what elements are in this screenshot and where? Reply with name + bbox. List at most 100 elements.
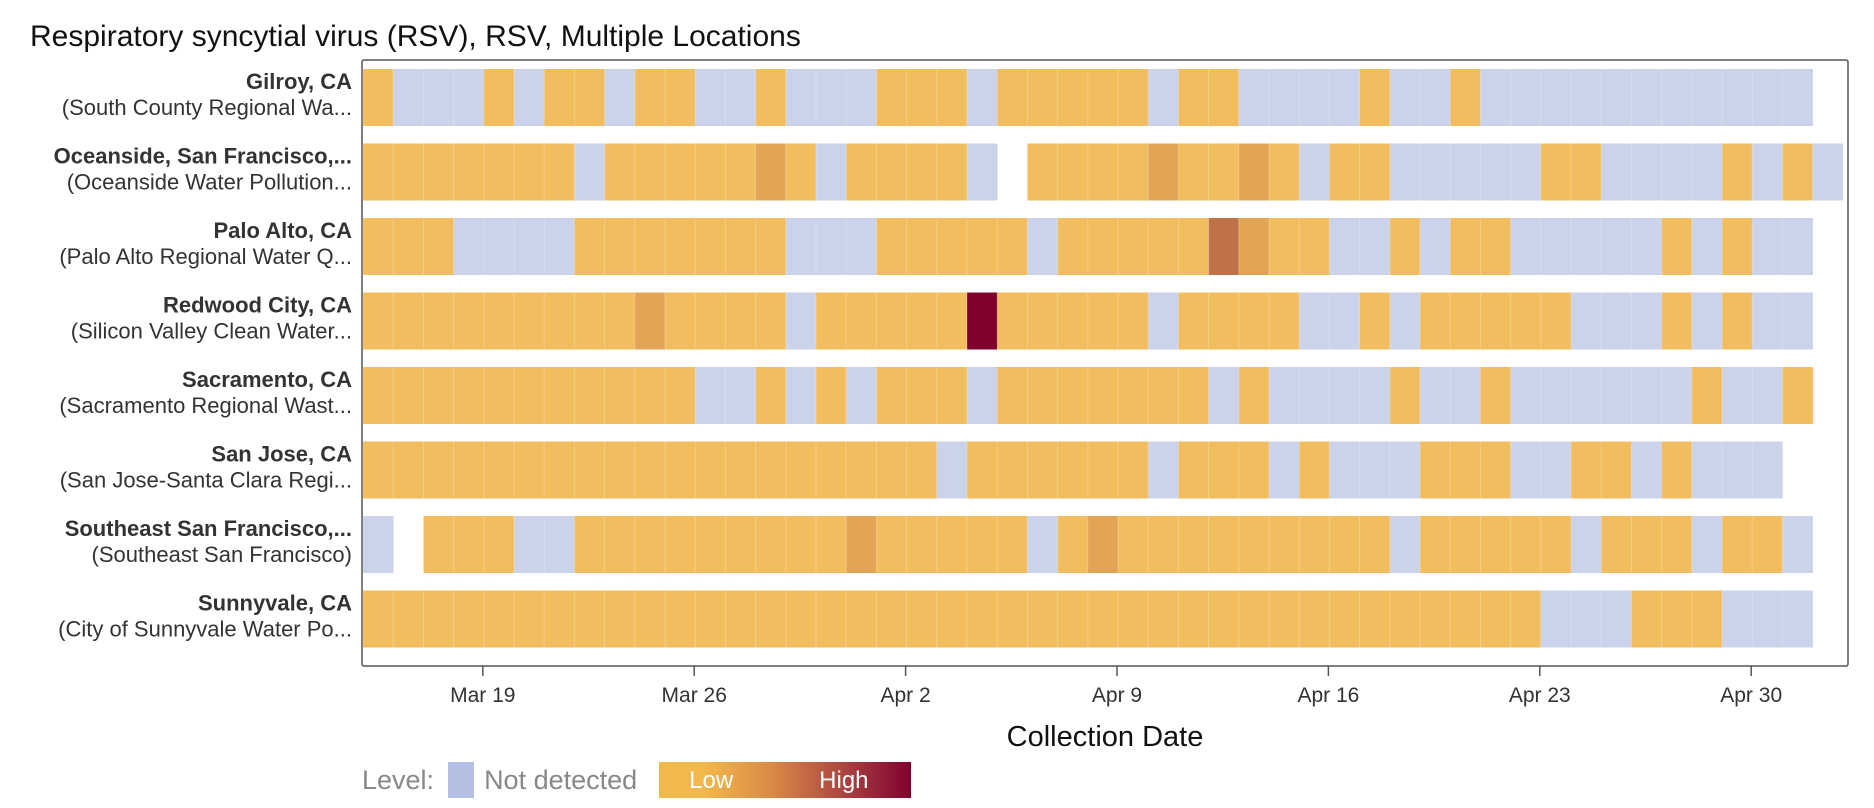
heatmap-cell[interactable] — [785, 143, 817, 201]
heatmap-cell[interactable] — [1722, 441, 1753, 499]
heatmap-cell[interactable] — [1057, 292, 1089, 350]
heatmap-cell[interactable] — [876, 292, 907, 350]
heatmap-cell[interactable] — [514, 292, 545, 350]
heatmap-cell[interactable] — [1691, 516, 1723, 573]
heatmap-cell[interactable] — [1118, 590, 1149, 648]
heatmap-cell[interactable] — [423, 218, 454, 275]
heatmap-cell[interactable] — [1752, 143, 1783, 201]
heatmap-cell[interactable] — [1148, 590, 1179, 648]
heatmap-cell[interactable] — [1299, 143, 1330, 201]
heatmap-cell[interactable] — [1722, 143, 1753, 201]
heatmap-cell[interactable] — [1480, 292, 1511, 350]
heatmap-cell[interactable] — [1269, 516, 1300, 573]
heatmap-cell[interactable] — [967, 143, 998, 201]
heatmap-cell[interactable] — [1208, 516, 1240, 573]
heatmap-cell[interactable] — [1450, 292, 1481, 350]
heatmap-cell[interactable] — [1148, 292, 1179, 350]
heatmap-cell[interactable] — [483, 441, 515, 499]
heatmap-cell[interactable] — [997, 590, 1028, 648]
heatmap-cell[interactable] — [1027, 441, 1058, 499]
heatmap-cell[interactable] — [967, 590, 998, 648]
heatmap-cell[interactable] — [1661, 143, 1693, 201]
heatmap-cell[interactable] — [725, 590, 756, 648]
heatmap-cell[interactable] — [1722, 367, 1753, 424]
heatmap-cell[interactable] — [906, 292, 938, 350]
heatmap-cell[interactable] — [1087, 590, 1119, 648]
heatmap-cell[interactable] — [665, 292, 696, 350]
heatmap-cell[interactable] — [997, 441, 1028, 499]
heatmap-cell[interactable] — [816, 69, 847, 126]
heatmap-cell[interactable] — [846, 143, 877, 201]
heatmap-cell[interactable] — [695, 367, 726, 424]
heatmap-cell[interactable] — [1782, 69, 1813, 126]
heatmap-cell[interactable] — [1087, 441, 1119, 499]
heatmap-cell[interactable] — [1450, 516, 1481, 573]
heatmap-cell[interactable] — [1782, 218, 1813, 275]
heatmap-cell[interactable] — [1782, 292, 1813, 350]
heatmap-cell[interactable] — [936, 218, 968, 275]
heatmap-cell[interactable] — [1208, 69, 1240, 126]
heatmap-cell[interactable] — [1601, 590, 1632, 648]
heatmap-cell[interactable] — [1027, 69, 1058, 126]
heatmap-cell[interactable] — [1359, 218, 1391, 275]
heatmap-cell[interactable] — [1631, 218, 1662, 275]
heatmap-cell[interactable] — [1118, 292, 1149, 350]
heatmap-cell[interactable] — [634, 69, 666, 126]
heatmap-cell[interactable] — [1661, 516, 1693, 573]
heatmap-cell[interactable] — [1269, 292, 1300, 350]
heatmap-cell[interactable] — [1631, 292, 1662, 350]
heatmap-cell[interactable] — [1118, 143, 1149, 201]
heatmap-cell[interactable] — [544, 69, 575, 126]
heatmap-cell[interactable] — [1238, 441, 1270, 499]
heatmap-cell[interactable] — [1329, 143, 1360, 201]
heatmap-cell[interactable] — [725, 218, 756, 275]
heatmap-cell[interactable] — [574, 367, 605, 424]
heatmap-cell[interactable] — [936, 590, 968, 648]
heatmap-cell[interactable] — [1691, 441, 1723, 499]
heatmap-cell[interactable] — [453, 143, 485, 201]
heatmap-cell[interactable] — [1722, 590, 1753, 648]
heatmap-cell[interactable] — [363, 441, 394, 499]
heatmap-cell[interactable] — [1480, 143, 1511, 201]
heatmap-cell[interactable] — [1722, 516, 1753, 573]
heatmap-cell[interactable] — [1631, 367, 1662, 424]
heatmap-cell[interactable] — [1450, 69, 1481, 126]
heatmap-cell[interactable] — [453, 218, 485, 275]
heatmap-cell[interactable] — [1118, 367, 1149, 424]
heatmap-cell[interactable] — [544, 590, 575, 648]
heatmap-cell[interactable] — [1480, 69, 1511, 126]
heatmap-cell[interactable] — [1359, 367, 1391, 424]
heatmap-cell[interactable] — [1238, 367, 1270, 424]
heatmap-cell[interactable] — [1269, 218, 1300, 275]
heatmap-cell[interactable] — [1601, 367, 1632, 424]
heatmap-cell[interactable] — [785, 218, 817, 275]
heatmap-cell[interactable] — [1540, 441, 1572, 499]
heatmap-cell[interactable] — [1691, 218, 1723, 275]
heatmap-cell[interactable] — [816, 292, 847, 350]
heatmap-cell[interactable] — [785, 441, 817, 499]
heatmap-cell[interactable] — [1601, 218, 1632, 275]
heatmap-cell[interactable] — [393, 143, 424, 201]
heatmap-cell[interactable] — [695, 143, 726, 201]
heatmap-cell[interactable] — [1540, 516, 1572, 573]
heatmap-cell[interactable] — [423, 367, 454, 424]
heatmap-cell[interactable] — [1540, 69, 1572, 126]
heatmap-cell[interactable] — [725, 143, 756, 201]
heatmap-cell[interactable] — [1571, 218, 1602, 275]
heatmap-cell[interactable] — [1691, 590, 1723, 648]
heatmap-cell[interactable] — [393, 218, 424, 275]
heatmap-cell[interactable] — [1389, 441, 1421, 499]
heatmap-cell[interactable] — [1057, 218, 1089, 275]
heatmap-cell[interactable] — [544, 516, 575, 573]
heatmap-cell[interactable] — [363, 218, 394, 275]
heatmap-cell[interactable] — [1631, 69, 1662, 126]
heatmap-cell[interactable] — [1359, 292, 1391, 350]
heatmap-cell[interactable] — [1329, 218, 1360, 275]
heatmap-cell[interactable] — [1087, 143, 1119, 201]
heatmap-cell[interactable] — [876, 441, 907, 499]
heatmap-cell[interactable] — [1299, 292, 1330, 350]
heatmap-cell[interactable] — [1057, 143, 1089, 201]
heatmap-cell[interactable] — [1359, 441, 1391, 499]
heatmap-cell[interactable] — [816, 441, 847, 499]
heatmap-cell[interactable] — [816, 516, 847, 573]
